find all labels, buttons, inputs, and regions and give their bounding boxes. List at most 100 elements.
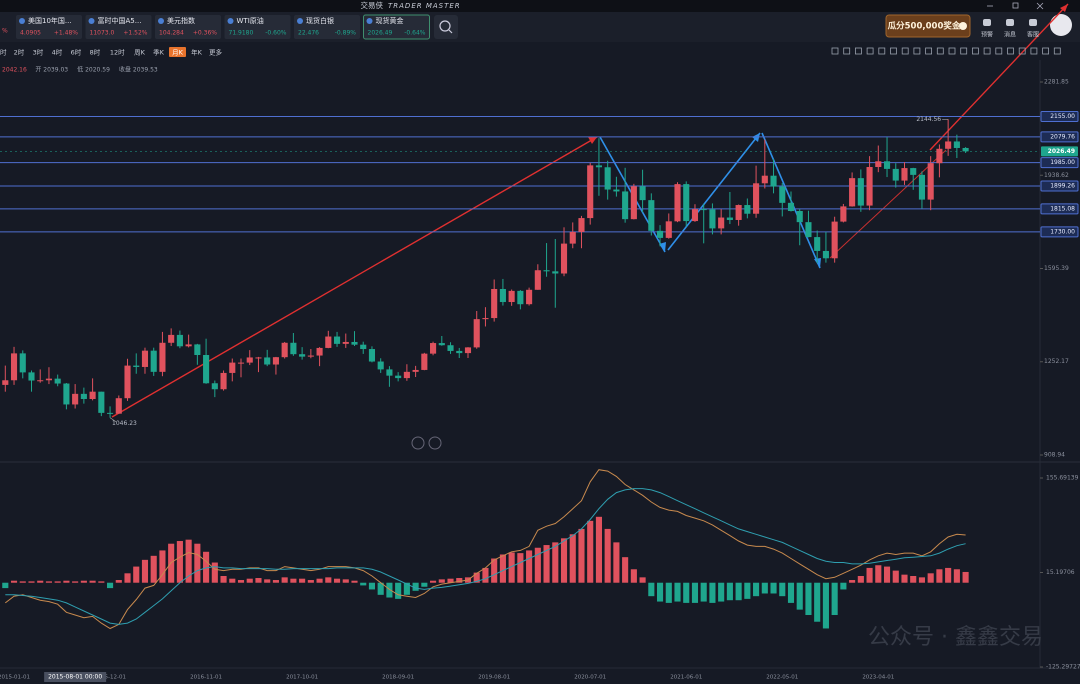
candle-body xyxy=(901,168,908,181)
level-label: 2079.76 xyxy=(1050,133,1075,140)
candle-body xyxy=(499,288,506,303)
drawing-tool[interactable] xyxy=(831,47,839,55)
period-button[interactable]: 3时 xyxy=(33,48,44,57)
macd-bar xyxy=(936,569,943,583)
period-button[interactable]: 4时 xyxy=(52,48,63,57)
drawing-tool[interactable] xyxy=(878,47,886,55)
macd-bar xyxy=(229,578,236,583)
drawing-tool[interactable] xyxy=(925,47,932,55)
drawing-tool[interactable] xyxy=(983,47,991,55)
macd-bar xyxy=(656,582,664,602)
macd-bar xyxy=(857,575,864,583)
drawing-tool[interactable] xyxy=(948,47,956,55)
candle-body xyxy=(28,372,35,381)
macd-bar xyxy=(814,582,821,622)
candle-body xyxy=(927,163,934,200)
drawing-tool[interactable] xyxy=(901,47,909,55)
period-button[interactable]: 6时 xyxy=(71,48,82,57)
candle-body xyxy=(831,221,838,259)
period-button[interactable]: 8时 xyxy=(90,48,101,57)
drawing-tool[interactable] xyxy=(913,47,921,55)
y-tick-label: 1595.39 xyxy=(1044,265,1069,272)
candle-body xyxy=(936,148,943,164)
candle-body xyxy=(674,184,681,222)
candle-body xyxy=(534,270,541,290)
ohlc-info: 低 2020.59 xyxy=(77,66,110,74)
drawing-tool[interactable] xyxy=(995,47,1003,55)
market-tab[interactable] xyxy=(294,15,360,39)
candle-body xyxy=(194,344,201,356)
toolbar-icon[interactable] xyxy=(1029,19,1037,26)
candle-body xyxy=(761,175,768,184)
market-tab[interactable] xyxy=(224,15,291,39)
candle-body xyxy=(368,349,376,362)
tab-change: -0.60% xyxy=(265,30,287,37)
macd-bar xyxy=(386,582,393,598)
period-button[interactable]: 月K xyxy=(172,49,184,57)
drawing-tool[interactable] xyxy=(1007,47,1014,55)
macd-bar xyxy=(805,582,812,616)
market-tab[interactable] xyxy=(155,15,221,39)
period-button[interactable]: 2时 xyxy=(14,48,25,57)
replay-controls[interactable] xyxy=(411,436,442,450)
ohlc-info: 开 2039.03 xyxy=(35,67,68,74)
macd-bar xyxy=(543,545,550,583)
period-active xyxy=(169,47,186,57)
level-tag xyxy=(1040,110,1079,122)
candle-body xyxy=(80,393,87,400)
app-subtitle: TRADER MASTER xyxy=(388,2,461,10)
promo-button[interactable] xyxy=(885,14,971,38)
candle-body xyxy=(508,290,515,303)
market-tab[interactable] xyxy=(16,15,82,39)
drawing-tool[interactable] xyxy=(1053,47,1061,55)
candle-body xyxy=(787,202,795,212)
macd-bar xyxy=(691,582,699,603)
macd-bar xyxy=(37,580,44,583)
toolbar-icon[interactable] xyxy=(983,19,991,26)
x-tick-label: 2020-07-01 xyxy=(574,675,606,681)
drawing-tool[interactable] xyxy=(866,47,874,55)
candle-body xyxy=(849,178,856,207)
drawing-tool[interactable] xyxy=(855,47,862,55)
x-tick-label: 2018-09-01 xyxy=(382,675,414,681)
market-tab[interactable] xyxy=(85,15,152,39)
market-tab[interactable] xyxy=(363,14,430,40)
y-tick-label: 2281.85 xyxy=(1044,79,1069,86)
macd-bar xyxy=(831,582,838,616)
search-icon xyxy=(448,29,453,34)
search-button[interactable] xyxy=(434,15,458,39)
macd-bar xyxy=(700,582,707,602)
drawing-tool[interactable] xyxy=(1018,47,1026,55)
drawing-tool[interactable] xyxy=(890,47,897,55)
period-button[interactable]: 年K xyxy=(191,48,203,57)
y-tick-label: 908.94 xyxy=(1044,452,1065,459)
toolbar-icon[interactable] xyxy=(1006,19,1014,26)
window-controls[interactable] xyxy=(987,2,1044,10)
candle-body xyxy=(333,336,341,344)
drawing-tool[interactable] xyxy=(1030,47,1038,55)
drawing-tool[interactable] xyxy=(960,47,968,55)
macd-bar xyxy=(133,566,140,583)
candle-body xyxy=(543,270,550,272)
watermark: 公众号 · 鑫鑫交易 xyxy=(868,625,1043,650)
period-button[interactable]: 时 xyxy=(0,48,7,57)
macd-bar xyxy=(473,572,480,583)
drawing-tool[interactable] xyxy=(1042,47,1049,55)
drawing-tool[interactable] xyxy=(843,47,851,55)
period-button[interactable]: 周K xyxy=(134,49,146,57)
candle-body xyxy=(168,334,175,343)
period-button[interactable]: 季K xyxy=(153,48,165,57)
avatar[interactable] xyxy=(1050,14,1072,36)
period-button[interactable]: 12时 xyxy=(110,48,125,57)
macd-bar xyxy=(770,582,777,594)
candle-body xyxy=(37,380,44,382)
period-button[interactable]: 更多 xyxy=(209,48,223,57)
tab-name: 美国10年国... xyxy=(28,16,72,25)
drawing-tool[interactable] xyxy=(972,47,979,55)
icon-label: 预警 xyxy=(981,31,993,39)
y-tick-label: 155.69139 xyxy=(1046,475,1079,482)
candle-body xyxy=(342,341,349,344)
level-label: 1899.26 xyxy=(1050,182,1075,189)
macd-bar xyxy=(45,581,53,583)
drawing-tool[interactable] xyxy=(936,47,944,55)
